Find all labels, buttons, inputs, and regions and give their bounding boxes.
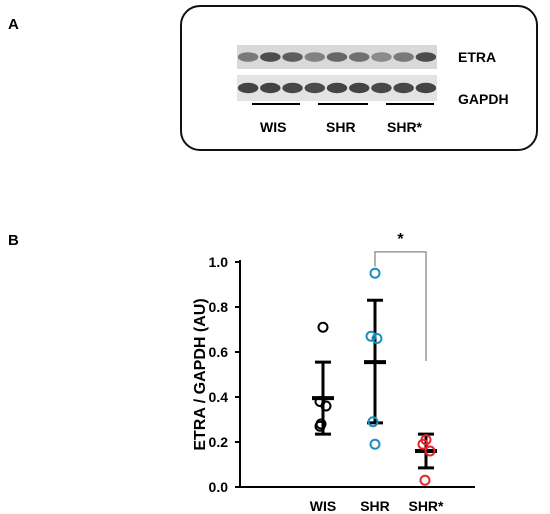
blot-band [371,52,392,62]
blot-band [393,52,414,62]
x-tick-label: WIS [310,498,336,514]
panel-b-label: B [8,232,19,249]
data-point [367,416,379,428]
western-blot-box: ETRA GAPDH WIS SHR SHR* [180,5,538,151]
data-point [365,330,377,342]
data-point [369,438,381,450]
data-point [320,400,332,412]
blot-band [304,82,325,94]
gapdh-band-label: GAPDH [458,91,509,107]
y-tick-label: 0.0 [209,479,229,495]
data-point [369,267,381,279]
data-point [317,321,329,333]
y-tick-label: 0.8 [209,299,229,315]
etra-band-strip [237,45,437,69]
blot-band [349,82,370,94]
y-tick-label: 0.6 [209,344,229,360]
panel-a-label: A [8,16,19,33]
y-tick-label: 0.2 [209,434,229,450]
data-point [424,445,436,457]
blot-band [282,82,303,94]
data-point [419,474,431,486]
y-tick-label: 1.0 [209,254,229,270]
x-tick-label: SHR [360,498,390,514]
blot-band [260,52,281,62]
wis-group-line [252,103,300,105]
significance-star: * [397,231,404,248]
blot-band [237,82,259,94]
gapdh-band-strip [237,75,437,101]
blot-band [371,82,392,94]
shr-group-line [318,103,368,105]
x-tick-label: SHR* [408,498,444,514]
blot-band [326,82,348,94]
significance-bracket [374,251,427,361]
data-point [417,438,429,450]
data-point [371,333,383,344]
etra-band-label: ETRA [458,49,497,65]
shr-group-label: SHR [326,119,356,135]
blot-band [393,82,414,94]
blot-band [349,52,370,62]
shr-star-group-label: SHR* [387,119,423,135]
y-tick-label: 0.4 [209,389,229,405]
blot-band [282,52,303,62]
shr-star-group-line [386,103,434,105]
blot-band [304,52,325,62]
blot-band [415,82,437,94]
blot-band [260,82,281,94]
blot-band [415,52,437,62]
blot-band [326,52,348,62]
y-axis-title: ETRA / GAPDH (AU) [192,298,209,450]
data-point [315,418,327,430]
wis-group-label: WIS [260,119,287,135]
blot-band [237,52,259,62]
